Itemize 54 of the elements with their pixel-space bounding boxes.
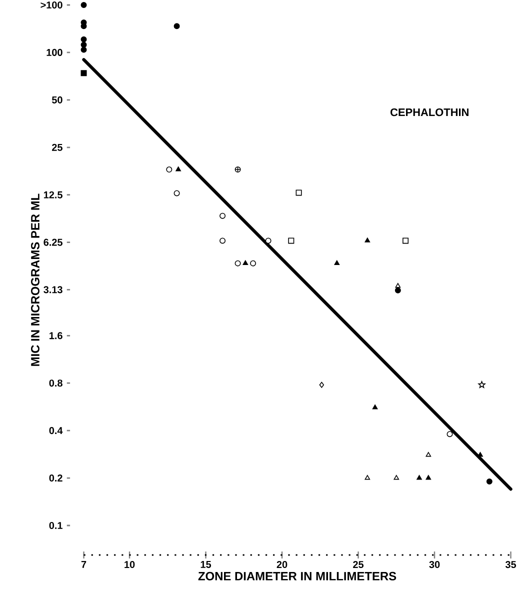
- point: [80, 2, 87, 8]
- point: [234, 260, 241, 266]
- x-tick-label: 30: [429, 561, 440, 568]
- point: [395, 287, 402, 294]
- y-tick-label: 25: [52, 144, 63, 151]
- y-tick-label: 0.4: [49, 427, 63, 434]
- x-tick-label: 20: [276, 561, 288, 568]
- point: [220, 212, 226, 219]
- y-tick-label: 0.2: [49, 474, 62, 482]
- point: [426, 475, 432, 480]
- point: [166, 166, 172, 173]
- y-tick-label: 50: [52, 96, 62, 104]
- y-tick-label: 6.25: [44, 238, 63, 246]
- point: [174, 23, 180, 30]
- x-tick-label: 35: [506, 561, 516, 568]
- point: [265, 238, 272, 244]
- point: [80, 46, 87, 53]
- point: [364, 238, 370, 242]
- point: [80, 70, 87, 76]
- point: [372, 404, 378, 410]
- y-tick-label: 12.5: [44, 191, 63, 198]
- point: [80, 36, 87, 42]
- y-tick-label: 1.6: [50, 332, 62, 340]
- point: [426, 452, 432, 457]
- x-axis-title: ZONE DIAMETER IN MILLIMETERS: [198, 572, 396, 580]
- point: [288, 238, 294, 244]
- point: [395, 283, 401, 288]
- point: [174, 190, 180, 196]
- y-tick-label: 3.13: [44, 286, 62, 294]
- x-tick-label: 10: [124, 561, 135, 568]
- point: [364, 475, 370, 480]
- y-tick-label: >100: [40, 1, 62, 9]
- point: [486, 478, 493, 485]
- y-tick-label: 0.1: [49, 522, 63, 530]
- y-tick-label: 100: [46, 48, 62, 56]
- x-tick-label: 7: [82, 561, 86, 568]
- point: [250, 260, 256, 266]
- point: [296, 190, 302, 196]
- point: [80, 42, 87, 48]
- point: [319, 382, 324, 388]
- point: [416, 475, 422, 480]
- point: [176, 166, 182, 172]
- text: CEPHALOTHIN: [390, 108, 469, 116]
- point: [402, 238, 409, 244]
- point: [394, 475, 400, 480]
- point: [242, 260, 248, 266]
- x-tick-label: 25: [353, 561, 364, 568]
- y-tick-label: 0.8: [49, 380, 63, 387]
- x-tick-label: 15: [200, 561, 212, 568]
- point: [478, 381, 486, 388]
- point: [446, 431, 453, 438]
- point: [220, 238, 226, 244]
- y-axis-title: MIC IN MICROGRAMS PER ML: [31, 194, 40, 366]
- point: [334, 260, 340, 266]
